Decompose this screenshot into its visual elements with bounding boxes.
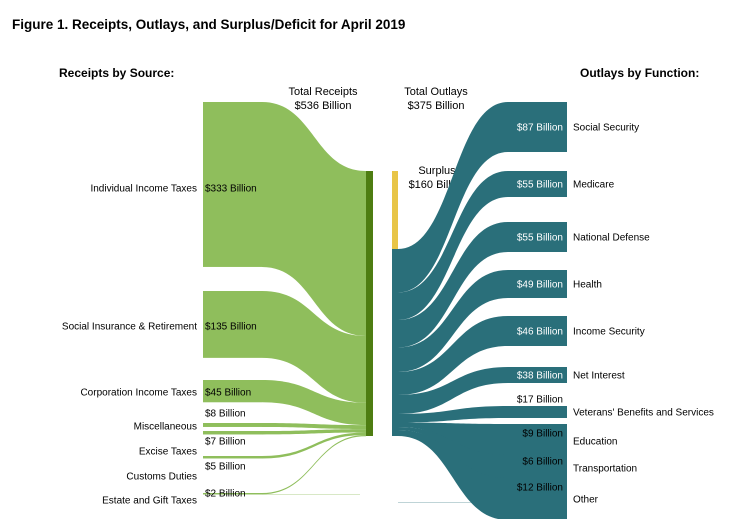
receipt-value-excise-taxes: $7 Billion [205, 437, 246, 448]
receipts-header: Receipts by Source: [59, 66, 174, 80]
receipt-band-estate-and-gift-taxes [203, 493, 262, 495]
outlay-flow-net-interest [398, 367, 508, 414]
receipt-label-customs-duties: Customs Duties [126, 472, 197, 483]
outlay-value-health: $49 Billion [517, 280, 563, 291]
outlay-label-national-defense: National Defense [573, 233, 650, 244]
receipt-flow-customs-duties [262, 432, 366, 459]
outlay-flow-social-security [398, 102, 508, 293]
outlay-flow-income-security [398, 316, 508, 395]
receipt-flow-corporation-income-taxes [262, 380, 366, 426]
figure-title: Figure 1. Receipts, Outlays, and Surplus… [12, 17, 406, 32]
total-outlays-label: Total Outlays [404, 86, 468, 98]
receipt-value-social-insurance-retirement: $135 Billion [205, 322, 257, 333]
outlay-band-net-interest [508, 367, 567, 383]
outlay-band-other [508, 478, 567, 519]
total-receipts-bar [366, 171, 373, 436]
receipt-value-customs-duties: $5 Billion [205, 462, 246, 473]
outlay-label-income-security: Income Security [573, 327, 645, 338]
outlay-value-medicare: $55 Billion [517, 180, 563, 191]
outlay-label-net-interest: Net Interest [573, 371, 625, 382]
outlay-band-education [508, 424, 567, 458]
outlay-value-net-interest: $38 Billion [517, 371, 563, 382]
outlay-band-social-security [508, 102, 567, 152]
outlay-band-income-security [508, 316, 567, 346]
total-outlays-value: $375 Billion [408, 100, 465, 112]
outlay-label-social-security: Social Security [573, 123, 639, 134]
outlay-flow-medicare [398, 171, 508, 320]
receipt-label-individual-income-taxes: Individual Income Taxes [90, 184, 197, 195]
receipt-value-individual-income-taxes: $333 Billion [205, 184, 257, 195]
receipt-flow-social-insurance-retirement [262, 291, 366, 403]
outlay-label-veterans-benefits-and-services: Veterans' Benefits and Services [573, 408, 714, 419]
outlay-band-national-defense [508, 222, 567, 252]
outlay-value-education: $9 Billion [522, 429, 563, 440]
outlay-band-medicare [508, 171, 567, 197]
surplus-bar [392, 171, 398, 249]
outlay-flow-health [398, 270, 508, 372]
receipt-label-corporation-income-taxes: Corporation Income Taxes [80, 388, 197, 399]
outlay-band-veterans-benefits-and-services [508, 406, 567, 418]
outlay-flow-other [398, 430, 508, 519]
receipt-flow-estate-and-gift-taxes [262, 435, 366, 495]
receipt-label-miscellaneous: Miscellaneous [134, 422, 197, 433]
outlay-flow-education [398, 422, 508, 458]
outlay-band-health [508, 270, 567, 298]
outlay-label-health: Health [573, 280, 602, 291]
receipt-value-corporation-income-taxes: $45 Billion [205, 388, 251, 399]
receipt-band-excise-taxes [203, 431, 262, 435]
receipt-value-estate-and-gift-taxes: $2 Billion [205, 489, 246, 500]
receipt-flow-excise-taxes [262, 429, 366, 435]
receipt-label-estate-and-gift-taxes: Estate and Gift Taxes [102, 496, 197, 507]
outlay-value-national-defense: $55 Billion [517, 233, 563, 244]
total-outlays-bar [392, 249, 398, 436]
receipt-flow-individual-income-taxes [262, 102, 366, 336]
outlay-label-education: Education [573, 437, 617, 448]
receipt-band-social-insurance-retirement [203, 291, 262, 358]
outlay-value-social-security: $87 Billion [517, 123, 563, 134]
outlay-value-other: $12 Billion [517, 483, 563, 494]
surplus-label: Surplus [418, 165, 456, 177]
outlays-header: Outlays by Function: [580, 66, 699, 80]
outlay-value-transportation: $6 Billion [522, 457, 563, 468]
receipt-band-miscellaneous [203, 423, 262, 427]
outlay-flow-veterans-benefits-and-services [398, 406, 508, 423]
receipt-label-social-insurance-retirement: Social Insurance & Retirement [62, 322, 197, 333]
outlay-value-income-security: $46 Billion [517, 327, 563, 338]
receipt-band-corporation-income-taxes [203, 380, 262, 403]
receipt-band-individual-income-taxes [203, 102, 262, 267]
total-receipts-label: Total Receipts [288, 86, 358, 98]
outlay-band-transportation [508, 455, 567, 481]
receipt-band-customs-duties [203, 456, 262, 459]
outlay-flow-national-defense [398, 222, 508, 348]
total-receipts-value: $536 Billion [295, 100, 352, 112]
receipt-flow-miscellaneous [262, 423, 366, 430]
receipt-label-excise-taxes: Excise Taxes [139, 447, 197, 458]
outlay-value-veterans-benefits-and-services: $17 Billion [517, 395, 563, 406]
outlay-label-other: Other [573, 495, 599, 506]
outlay-label-transportation: Transportation [573, 464, 637, 475]
receipt-value-miscellaneous: $8 Billion [205, 409, 246, 420]
outlay-label-medicare: Medicare [573, 180, 615, 191]
